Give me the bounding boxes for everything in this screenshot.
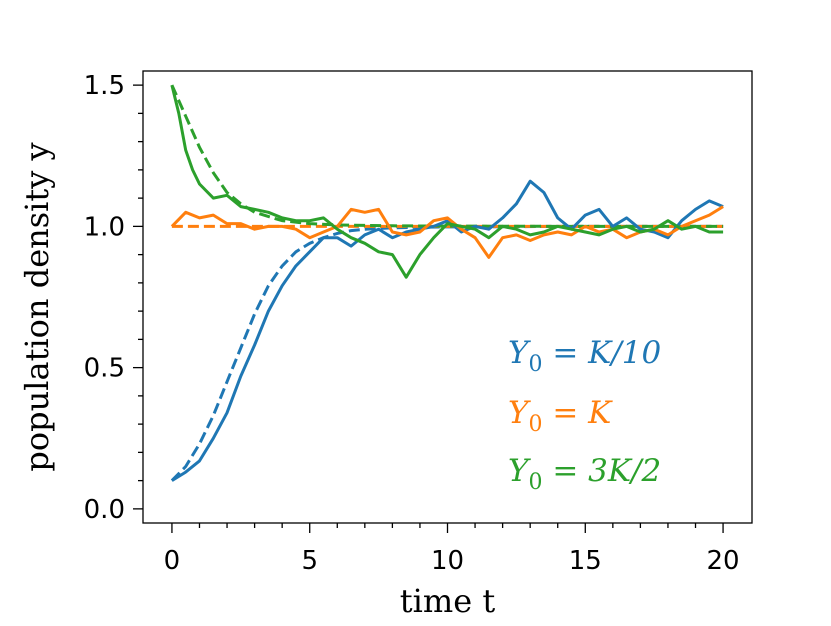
- legend: Y0 = K/10 Y0 = K Y0 = 3K/2: [508, 335, 661, 495]
- y-tick-label: 0.5: [84, 354, 125, 384]
- y-axis-ticks: 0.0 0.5 1.0 1.5: [84, 71, 143, 525]
- series-line-1: [170, 205, 724, 259]
- expected-curves: [170, 84, 724, 482]
- series-line-0: [171, 179, 724, 482]
- x-axis-ticks: 0 5 10 15 20: [164, 523, 740, 576]
- legend-entry-2: Y0 = 3K/2: [508, 453, 661, 495]
- data-series: [170, 84, 724, 482]
- y-tick-label: 1.5: [84, 71, 125, 101]
- x-tick-label: 5: [301, 546, 318, 576]
- legend-entry-1: Y0 = K: [508, 395, 613, 437]
- x-tick-label: 20: [707, 546, 740, 576]
- x-axis-label: time t: [400, 582, 496, 620]
- x-tick-label: 15: [569, 546, 602, 576]
- x-tick-label: 0: [164, 546, 181, 576]
- x-tick-label: 10: [431, 546, 464, 576]
- y-tick-label: 0.0: [84, 495, 125, 525]
- legend-entry-0: Y0 = K/10: [508, 335, 661, 377]
- y-tick-label: 1.0: [84, 212, 125, 242]
- y-axis-label: population density y: [18, 142, 56, 471]
- expected-curve-2: [170, 84, 724, 228]
- series-line-2: [170, 84, 724, 279]
